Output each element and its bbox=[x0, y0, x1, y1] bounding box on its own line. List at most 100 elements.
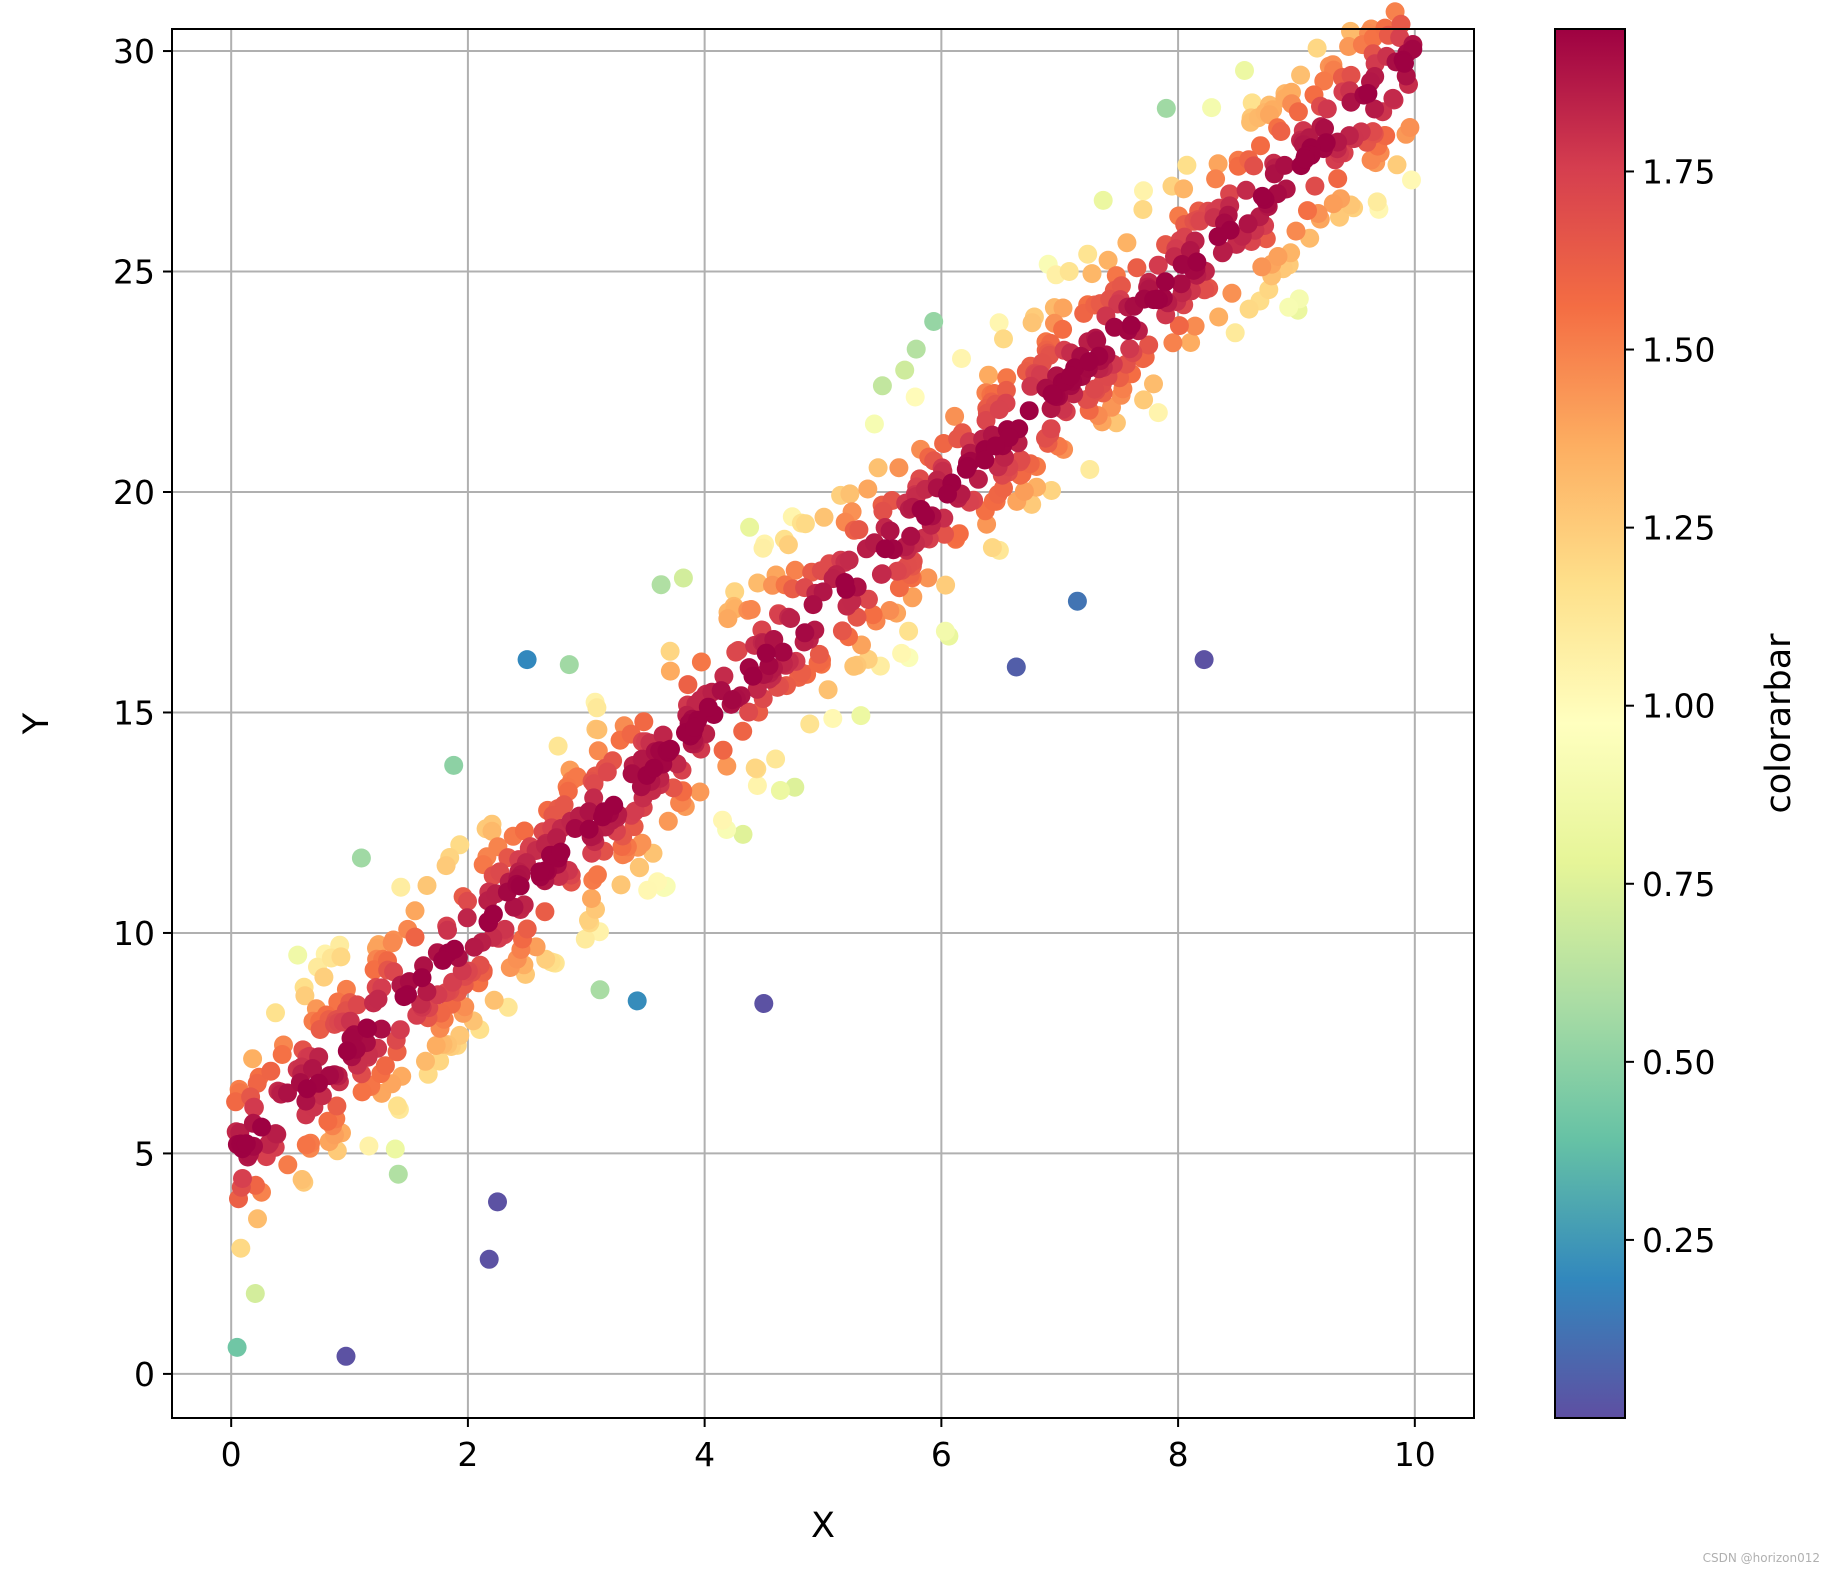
data-point bbox=[814, 507, 834, 527]
data-point bbox=[994, 329, 1013, 349]
data-point bbox=[1082, 264, 1102, 284]
data-point bbox=[979, 365, 998, 385]
data-point bbox=[1014, 481, 1034, 501]
data-point bbox=[781, 609, 801, 628]
x-axis-label: X bbox=[811, 1506, 835, 1546]
data-point bbox=[1286, 221, 1306, 241]
data-point bbox=[809, 644, 829, 664]
data-point bbox=[1202, 98, 1222, 118]
data-point bbox=[989, 313, 1009, 333]
data-point bbox=[868, 458, 888, 478]
data-point bbox=[818, 680, 838, 700]
data-point bbox=[976, 411, 996, 430]
data-point bbox=[1279, 297, 1299, 317]
data-point bbox=[713, 810, 732, 830]
data-point bbox=[800, 714, 820, 734]
data-point bbox=[426, 1036, 446, 1055]
data-point bbox=[588, 720, 608, 740]
data-point bbox=[1185, 316, 1205, 336]
data-point bbox=[773, 642, 793, 662]
data-point bbox=[1291, 65, 1311, 85]
data-point bbox=[1295, 149, 1315, 169]
data-point bbox=[1134, 181, 1153, 201]
data-point bbox=[1208, 154, 1228, 174]
data-point bbox=[547, 828, 566, 848]
data-point bbox=[1323, 194, 1343, 214]
data-point bbox=[823, 709, 843, 728]
data-point bbox=[871, 564, 891, 584]
data-point bbox=[1117, 233, 1137, 253]
colorbar bbox=[1554, 28, 1626, 1419]
data-point bbox=[417, 876, 437, 895]
data-point bbox=[1235, 61, 1254, 80]
data-point bbox=[691, 652, 711, 672]
y-axis-ticks: 0 5 10 15 20 25 30 bbox=[113, 32, 172, 1394]
data-point bbox=[364, 960, 384, 980]
data-point bbox=[851, 706, 871, 726]
data-point bbox=[590, 980, 610, 1000]
data-point bbox=[849, 520, 869, 540]
data-point bbox=[484, 990, 504, 1010]
data-point bbox=[244, 1097, 264, 1117]
data-point bbox=[351, 848, 371, 868]
y-axis-label: Y bbox=[17, 712, 57, 735]
data-point bbox=[1402, 170, 1421, 190]
data-point bbox=[1121, 315, 1141, 335]
data-point bbox=[1080, 460, 1100, 479]
data-point bbox=[839, 550, 859, 570]
x-tick-label: 10 bbox=[1394, 1435, 1436, 1474]
data-point bbox=[1187, 252, 1207, 272]
data-points bbox=[226, 2, 1423, 1366]
data-point bbox=[1387, 155, 1407, 175]
data-point bbox=[1316, 133, 1336, 153]
data-point bbox=[1194, 650, 1214, 670]
data-point bbox=[1268, 247, 1288, 266]
data-point bbox=[233, 1169, 252, 1188]
data-point bbox=[245, 1284, 265, 1303]
data-point bbox=[634, 712, 654, 732]
data-point bbox=[1383, 88, 1403, 108]
data-point bbox=[368, 989, 388, 1009]
data-point bbox=[1305, 176, 1325, 196]
data-point bbox=[457, 908, 477, 928]
data-point bbox=[1144, 290, 1164, 310]
data-point bbox=[766, 749, 786, 769]
data-point bbox=[297, 1079, 317, 1099]
data-point bbox=[1275, 155, 1295, 175]
data-point bbox=[743, 666, 763, 686]
data-point bbox=[405, 927, 425, 947]
data-point bbox=[717, 756, 737, 776]
data-point bbox=[1085, 379, 1104, 399]
data-point bbox=[895, 360, 915, 380]
data-point bbox=[753, 538, 773, 558]
data-point bbox=[873, 501, 893, 521]
data-point bbox=[243, 1049, 263, 1069]
data-point bbox=[450, 835, 470, 855]
data-point bbox=[924, 312, 944, 331]
data-point bbox=[905, 387, 925, 407]
data-point bbox=[272, 1045, 292, 1064]
data-point bbox=[1181, 333, 1201, 352]
data-point bbox=[458, 891, 477, 911]
data-point bbox=[1239, 299, 1259, 319]
data-point bbox=[754, 994, 774, 1013]
colorbar-tick-label: 1.50 bbox=[1642, 331, 1715, 370]
data-point bbox=[611, 875, 631, 895]
data-point bbox=[359, 1136, 379, 1156]
data-point bbox=[430, 1051, 450, 1071]
colorbar-label: colorarbar bbox=[1759, 633, 1799, 814]
data-point bbox=[1174, 179, 1194, 199]
data-point bbox=[1139, 335, 1159, 355]
data-point bbox=[498, 997, 518, 1017]
data-point bbox=[318, 1111, 338, 1131]
data-point bbox=[1127, 258, 1147, 278]
x-tick-label: 2 bbox=[457, 1435, 478, 1474]
data-point bbox=[1395, 53, 1414, 73]
data-point bbox=[1307, 38, 1327, 58]
data-point bbox=[559, 655, 579, 675]
data-point bbox=[1317, 99, 1337, 119]
data-point bbox=[266, 1003, 285, 1023]
data-point bbox=[1244, 156, 1264, 176]
data-point bbox=[813, 582, 833, 602]
data-point bbox=[1225, 323, 1245, 343]
